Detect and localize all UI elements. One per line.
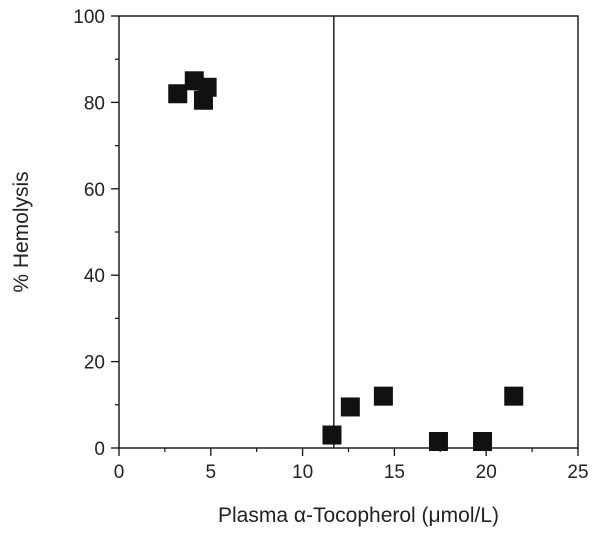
y-tick-label: 60 [84, 180, 105, 201]
data-point [473, 432, 493, 452]
x-tick-label: 0 [114, 462, 125, 483]
y-tick-label: 20 [84, 353, 105, 374]
tick-labels: 0 5 10 15 20 25 0 20 40 60 80 100 [73, 7, 588, 483]
data-point [428, 432, 448, 452]
y-tick-label: 40 [84, 266, 105, 287]
data-points [168, 71, 524, 452]
x-tick-label: 15 [384, 462, 405, 483]
y-tick-label: 100 [73, 7, 105, 28]
x-tick-label: 20 [476, 462, 497, 483]
data-point [168, 84, 188, 104]
y-tick-label: 0 [94, 439, 105, 460]
minor-ticks [115, 58, 533, 452]
data-point [322, 425, 342, 445]
x-tick-label: 5 [206, 462, 217, 483]
x-axis-label: Plasma α-Tocopherol (μmol/L) [218, 504, 499, 527]
data-point [340, 397, 360, 417]
y-axis-label: % Hemolysis [10, 171, 33, 292]
x-tick-label: 25 [567, 462, 588, 483]
data-point [504, 386, 524, 406]
data-point [193, 90, 213, 110]
data-point [373, 386, 393, 406]
x-tick-label: 10 [292, 462, 313, 483]
major-ticks [111, 15, 579, 456]
y-tick-label: 80 [84, 93, 105, 114]
plot-area-frame [118, 15, 579, 449]
